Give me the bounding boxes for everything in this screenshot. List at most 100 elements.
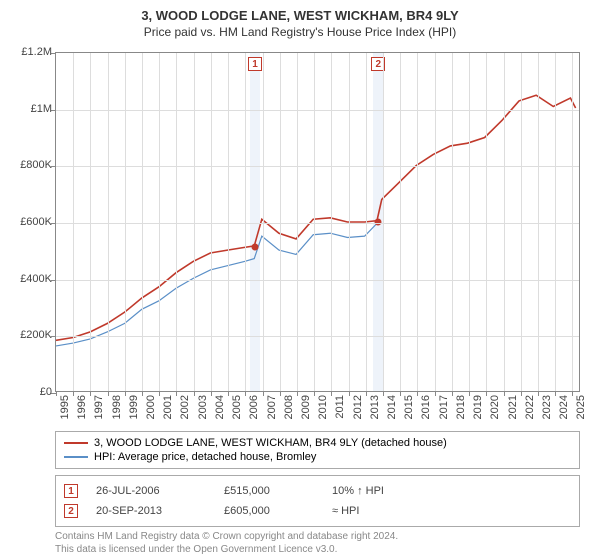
chart-area: 12 £0£200K£400K£600K£800K£1M£1.2M1995199… — [10, 47, 590, 427]
gridline-v — [245, 53, 246, 391]
gridline-v — [159, 53, 160, 391]
sales-table: 126-JUL-2006£515,00010% ↑ HPI220-SEP-201… — [55, 475, 580, 527]
gridline-v — [176, 53, 177, 391]
chart-lines — [56, 53, 579, 391]
xtick — [417, 391, 418, 396]
sale-marker: 1 — [248, 57, 262, 71]
gridline-h — [56, 336, 579, 337]
gridline-h — [56, 280, 579, 281]
sale-price: £515,000 — [224, 485, 314, 497]
xtick-label: 1996 — [76, 395, 88, 419]
xtick-label: 2005 — [231, 395, 243, 419]
xtick — [435, 391, 436, 396]
series-line-hpi — [56, 223, 377, 346]
gridline-v — [400, 53, 401, 391]
xtick-label: 2008 — [283, 395, 295, 419]
xtick — [469, 391, 470, 396]
gridline-v — [263, 53, 264, 391]
xtick-label: 2020 — [489, 395, 501, 419]
xtick-label: 2021 — [507, 395, 519, 419]
xtick — [263, 391, 264, 396]
gridline-v — [435, 53, 436, 391]
xtick — [555, 391, 556, 396]
xtick-label: 1998 — [111, 395, 123, 419]
gridline-v — [73, 53, 74, 391]
series-line-property — [56, 95, 576, 340]
xtick-label: 2001 — [162, 395, 174, 419]
ytick-label: £1M — [10, 103, 52, 115]
xtick-label: 2017 — [438, 395, 450, 419]
xtick — [366, 391, 367, 396]
xtick-label: 2023 — [541, 395, 553, 419]
gridline-v — [314, 53, 315, 391]
xtick-label: 2007 — [266, 395, 278, 419]
xtick-label: 2024 — [558, 395, 570, 419]
xtick-label: 2011 — [334, 395, 346, 419]
gridline-v — [194, 53, 195, 391]
xtick-label: 1999 — [128, 395, 140, 419]
xtick — [245, 391, 246, 396]
xtick — [228, 391, 229, 396]
xtick — [90, 391, 91, 396]
gridline-h — [56, 110, 579, 111]
xtick — [314, 391, 315, 396]
sale-vs-hpi: ≈ HPI — [332, 505, 422, 517]
xtick-label: 2002 — [179, 395, 191, 419]
xtick — [521, 391, 522, 396]
legend-swatch — [64, 442, 88, 444]
xtick-label: 2025 — [575, 395, 587, 419]
xtick — [383, 391, 384, 396]
xtick-label: 2019 — [472, 395, 484, 419]
gridline-v — [521, 53, 522, 391]
xtick — [73, 391, 74, 396]
gridline-v — [280, 53, 281, 391]
gridline-v — [504, 53, 505, 391]
gridline-v — [366, 53, 367, 391]
xtick — [504, 391, 505, 396]
xtick — [125, 391, 126, 396]
gridline-v — [452, 53, 453, 391]
legend-label: HPI: Average price, detached house, Brom… — [94, 451, 316, 463]
legend-item: HPI: Average price, detached house, Brom… — [64, 450, 571, 464]
gridline-h — [56, 223, 579, 224]
ytick-label: £200K — [10, 329, 52, 341]
ytick-label: £400K — [10, 273, 52, 285]
xtick-label: 2003 — [197, 395, 209, 419]
xtick-label: 2016 — [420, 395, 432, 419]
xtick-label: 2022 — [524, 395, 536, 419]
xtick-label: 1995 — [59, 395, 71, 419]
xtick-label: 2018 — [455, 395, 467, 419]
chart-container: 3, WOOD LODGE LANE, WEST WICKHAM, BR4 9L… — [0, 0, 600, 560]
xtick-label: 2009 — [300, 395, 312, 419]
xtick — [194, 391, 195, 396]
sale-date: 26-JUL-2006 — [96, 485, 206, 497]
ytick-label: £800K — [10, 159, 52, 171]
xtick — [176, 391, 177, 396]
plot-area: 12 — [55, 52, 580, 392]
xtick-label: 2014 — [386, 395, 398, 419]
legend-swatch — [64, 456, 88, 458]
legend-label: 3, WOOD LODGE LANE, WEST WICKHAM, BR4 9L… — [94, 437, 447, 449]
gridline-v — [417, 53, 418, 391]
gridline-v — [211, 53, 212, 391]
xtick-label: 1997 — [93, 395, 105, 419]
gridline-v — [469, 53, 470, 391]
xtick — [56, 391, 57, 396]
attribution-line: This data is licensed under the Open Gov… — [55, 544, 590, 557]
gridline-h — [56, 166, 579, 167]
xtick — [349, 391, 350, 396]
gridline-v — [538, 53, 539, 391]
sale-price: £605,000 — [224, 505, 314, 517]
xtick — [280, 391, 281, 396]
xtick — [331, 391, 332, 396]
xtick-label: 2004 — [214, 395, 226, 419]
ytick-label: £600K — [10, 216, 52, 228]
ytick-label: £0 — [10, 386, 52, 398]
gridline-v — [486, 53, 487, 391]
xtick — [297, 391, 298, 396]
legend-item: 3, WOOD LODGE LANE, WEST WICKHAM, BR4 9L… — [64, 436, 571, 450]
xtick — [211, 391, 212, 396]
xtick — [142, 391, 143, 396]
sale-dot — [251, 244, 258, 251]
gridline-v — [331, 53, 332, 391]
